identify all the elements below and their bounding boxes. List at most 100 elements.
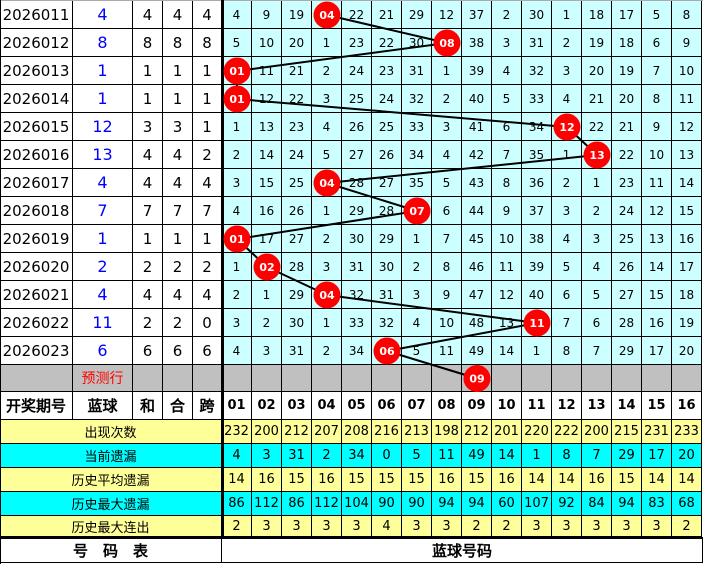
grid-cell: 40: [522, 281, 552, 309]
grid-cell: 7: [432, 225, 462, 253]
grid-cell: 18: [582, 1, 612, 29]
grid-cell: 3: [552, 57, 582, 85]
grid-cell: 24: [282, 141, 312, 169]
pred-grid-cell: [552, 365, 582, 392]
row-span: 4: [193, 169, 222, 197]
hit-ball: 01: [223, 225, 251, 253]
row-he: 8: [163, 29, 193, 57]
row-blue: 1: [73, 225, 133, 253]
grid-cell: 9: [672, 29, 702, 57]
pred-grid-cell: [402, 365, 432, 392]
grid-cell: 6: [552, 281, 582, 309]
grid-cell: 2: [312, 225, 342, 253]
ball-label: 01: [229, 65, 244, 78]
hit-ball: 04: [313, 1, 341, 29]
grid-cell: 16: [642, 309, 672, 337]
stat-label: 出现次数: [0, 420, 222, 444]
prediction-label: 预测行: [73, 365, 133, 392]
stat-value: 83: [642, 492, 672, 516]
row-blue: 7: [73, 197, 133, 225]
stat-value: 17: [642, 444, 672, 468]
grid-cell: 44: [462, 197, 492, 225]
pred-cell: [163, 365, 193, 392]
grid-cell: 13: [492, 309, 522, 337]
ball-label: 01: [229, 233, 244, 246]
grid-cell: 17: [642, 337, 672, 365]
grid-cell: 6: [492, 113, 522, 141]
grid-cell: 2: [222, 141, 252, 169]
stat-value: 213: [402, 420, 432, 444]
pred-grid-cell: [372, 365, 402, 392]
grid-cell: 4: [222, 1, 252, 29]
grid-cell: 19: [612, 57, 642, 85]
stat-value: 14: [222, 468, 252, 492]
grid-cell: 32: [402, 85, 432, 113]
row-blue: 4: [73, 281, 133, 309]
stat-value: 200: [252, 420, 282, 444]
row-he: 4: [163, 141, 193, 169]
grid-cell: 29: [402, 1, 432, 29]
stat-value: 207: [312, 420, 342, 444]
grid-cell: 22: [342, 1, 372, 29]
trend-line: [236, 98, 568, 128]
grid-cell: 3: [492, 29, 522, 57]
grid-cell: 5: [432, 169, 462, 197]
grid-cell: 6: [582, 309, 612, 337]
row-sum: 4: [133, 1, 163, 29]
grid-cell: 8: [492, 169, 522, 197]
grid-cell: 8: [432, 253, 462, 281]
header-number: 15: [642, 392, 672, 420]
row-blue: 13: [73, 141, 133, 169]
stat-value: 215: [612, 420, 642, 444]
grid-cell: 36: [522, 169, 552, 197]
grid-cell: 14: [672, 169, 702, 197]
ball-label: 09: [469, 373, 484, 386]
grid-cell: 16: [252, 197, 282, 225]
row-period: 2026022: [0, 309, 73, 337]
stat-value: 4: [372, 516, 402, 537]
row-sum: 1: [133, 225, 163, 253]
header-number: 12: [552, 392, 582, 420]
grid-cell: 2: [552, 29, 582, 57]
divider: [221, 0, 224, 537]
stat-value: 3: [522, 516, 552, 537]
grid-cell: 18: [612, 29, 642, 57]
grid-cell: 9: [432, 281, 462, 309]
row-blue: 1: [73, 85, 133, 113]
header-period: 开奖期号: [0, 392, 73, 420]
grid-cell: 38: [462, 29, 492, 57]
stat-value: 2: [222, 516, 252, 537]
stat-value: 16: [492, 468, 522, 492]
grid-cell: 2: [402, 253, 432, 281]
grid-cell: 25: [282, 169, 312, 197]
stat-value: 60: [492, 492, 522, 516]
grid-cell: 15: [252, 169, 282, 197]
ball-circle: [223, 57, 251, 85]
stat-value: 2: [492, 516, 522, 537]
stat-value: 7: [582, 444, 612, 468]
grid-cell: 4: [582, 253, 612, 281]
grid-cell: 30: [282, 309, 312, 337]
stat-value: 112: [312, 492, 342, 516]
ball-circle: [403, 197, 431, 225]
stat-value: 200: [582, 420, 612, 444]
grid-cell: 31: [372, 281, 402, 309]
row-he: 4: [163, 1, 193, 29]
trend-line: [236, 42, 448, 72]
grid-cell: 9: [252, 1, 282, 29]
grid-cell: 30: [522, 1, 552, 29]
stat-value: 2: [312, 444, 342, 468]
grid-cell: 1: [222, 113, 252, 141]
grid-cell: 30: [342, 225, 372, 253]
stat-value: 16: [582, 468, 612, 492]
ball-label: 02: [259, 261, 274, 274]
header-number: 06: [372, 392, 402, 420]
row-period: 2026023: [0, 337, 73, 365]
pred-grid-cell: [642, 365, 672, 392]
row-he: 4: [163, 281, 193, 309]
grid-cell: 31: [342, 253, 372, 281]
grid-cell: 4: [312, 113, 342, 141]
pred-grid-cell: [612, 365, 642, 392]
ball-label: 06: [379, 345, 395, 358]
stat-value: 104: [342, 492, 372, 516]
